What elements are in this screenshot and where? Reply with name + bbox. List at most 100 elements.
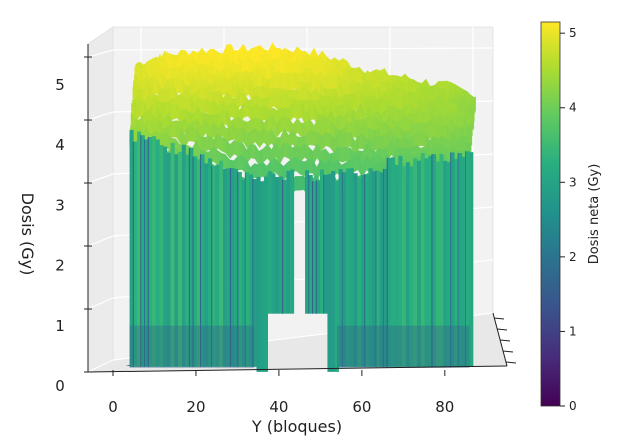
surface-curtain-strip — [450, 152, 455, 367]
surface-curtain-strip — [140, 135, 145, 367]
dose-surface — [125, 42, 476, 372]
surface-curtain-strip — [342, 172, 347, 367]
z-tick-label: 3 — [55, 196, 65, 214]
surface-curtain-strip — [137, 131, 142, 367]
surface-top-facet — [421, 131, 426, 147]
surface-top-facet — [295, 176, 300, 191]
surface-top-facet — [204, 135, 210, 152]
surface-curtain-strip — [159, 145, 164, 367]
surface-curtain-strip — [275, 177, 280, 314]
surface-top-facet — [325, 131, 331, 148]
surface-top-facet — [212, 147, 218, 165]
x-tick-labels: 0 20 40 60 80 — [108, 370, 454, 416]
surface-curtain-strip — [338, 169, 343, 367]
colorbar: 0 1 2 3 4 5 Dosis neta (Gy) — [540, 21, 602, 413]
surface-curtain-strip — [282, 179, 287, 314]
depth-axis-tick — [502, 350, 514, 353]
surface-curtain-strip — [446, 162, 451, 367]
surface-curtain-strip — [230, 168, 235, 367]
surface-top-facet — [297, 102, 303, 120]
surface-curtain-strip — [319, 169, 325, 314]
surface-top-facet — [258, 161, 263, 179]
surface-top-facet — [238, 142, 243, 157]
surface-curtain-strip — [196, 159, 201, 367]
surface-curtain-strip — [163, 146, 168, 367]
surface-top-facet — [188, 126, 193, 142]
surface-top-facet — [346, 132, 352, 148]
depth-axis-tick — [496, 328, 508, 331]
surface-curtain-strip — [465, 151, 470, 367]
surface-curtain-strip — [405, 162, 410, 367]
surface-top-facet — [283, 142, 289, 159]
surface-top-facet — [230, 124, 235, 141]
surface-top-facet — [398, 94, 404, 112]
z-tick-label: 0 — [55, 377, 65, 395]
surface-curtain-strip — [278, 176, 283, 314]
depth-axis-tick — [493, 317, 505, 320]
surface-curtain-shadow — [129, 325, 255, 368]
surface-curtain-strip — [200, 154, 205, 367]
back-grid-horizontal — [112, 47, 494, 51]
x-tick-label: 60 — [352, 398, 371, 416]
surface-curtain-shadow — [336, 325, 470, 368]
surface-curtain-strip — [189, 148, 194, 367]
surface-top-facet — [309, 130, 314, 146]
surface-top-facet — [153, 79, 158, 96]
surface-curtain-strip — [305, 170, 310, 314]
z-tick-labels: 0 1 2 3 4 5 — [55, 56, 92, 395]
surface-curtain-strip — [222, 168, 227, 367]
colorbar-tick-label: 3 — [569, 175, 577, 189]
surface-top-facet — [200, 136, 206, 152]
surface-curtain-strip — [308, 174, 313, 314]
surface-top-facet — [217, 133, 222, 152]
colorbar-gradient — [540, 21, 561, 407]
colorbar-tick-label: 2 — [569, 250, 577, 264]
surface-top-facet — [234, 139, 239, 157]
z-tick-label: 5 — [55, 76, 65, 94]
surface-curtain-strip — [286, 170, 291, 314]
surface-curtain-strip — [353, 173, 358, 367]
surface-top-facet — [172, 103, 178, 120]
surface-curtain-strip — [331, 171, 336, 372]
surface-top-facet — [342, 132, 347, 149]
side-grid-horizontal — [87, 359, 114, 373]
surface-curtain-strip — [256, 176, 261, 372]
z-tick-label: 4 — [55, 136, 65, 154]
surface-curtain-strip — [207, 158, 213, 367]
surface-curtain-strip — [409, 166, 414, 367]
side-grid-horizontal — [87, 49, 114, 58]
side-grid-horizontal — [87, 235, 114, 247]
surface-curtain-strip — [461, 156, 466, 367]
surface-curtain-strip — [260, 181, 265, 372]
surface-curtain-strip — [211, 165, 216, 367]
surface-top-facet — [299, 159, 305, 177]
surface-curtain-strip — [364, 174, 369, 367]
z-tick-label: 1 — [55, 317, 65, 335]
left-pane — [87, 26, 114, 373]
surface-curtain-strip — [226, 168, 231, 367]
surface-curtain-strip — [375, 170, 380, 367]
surface-curtain-strip — [443, 160, 448, 367]
surface-top-facet — [352, 95, 357, 112]
surface-top-facet — [243, 101, 249, 118]
surface-curtain-strip — [417, 160, 422, 367]
surface-top-facet — [310, 104, 315, 121]
surface-curtain-strip — [469, 152, 474, 367]
x-tick-label: 0 — [108, 398, 118, 416]
surface-curtain-strip — [241, 179, 246, 367]
z-tick-label: 2 — [55, 257, 65, 275]
surface-curtain-strip — [181, 144, 186, 367]
side-grid-horizontal — [87, 297, 114, 310]
surface-curtain-strip — [193, 156, 198, 367]
colorbar-ticks: 0 1 2 3 4 5 — [560, 26, 577, 413]
surface-top-facet — [341, 146, 347, 163]
surface-curtain-strip — [312, 181, 317, 314]
x-tick-label: 80 — [435, 398, 454, 416]
surface-top-facet — [222, 110, 228, 125]
surface-top-facet — [254, 163, 259, 179]
surface-curtain-strip — [454, 158, 459, 367]
surface-curtain-strip — [174, 154, 179, 367]
side-grid-horizontal — [87, 111, 114, 121]
